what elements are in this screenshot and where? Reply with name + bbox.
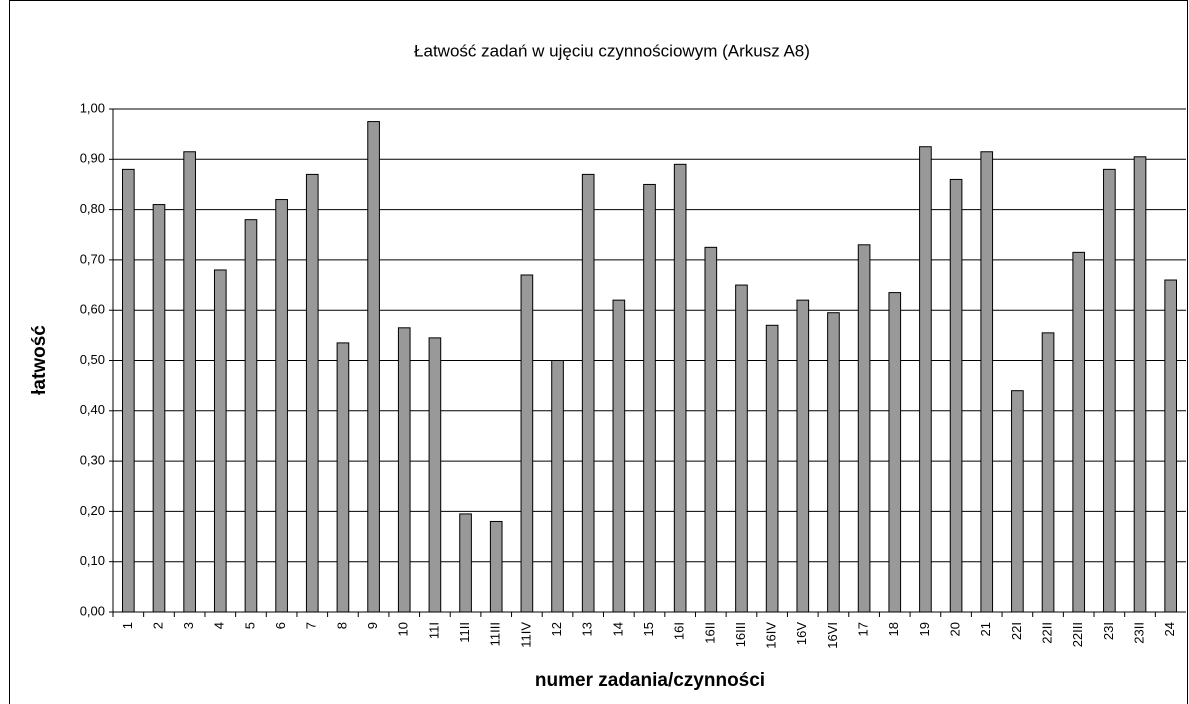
x-tick-label: 16V [794,622,809,645]
bar [152,204,166,613]
bar [1103,168,1116,613]
bar [980,151,994,613]
x-tick-label: 7 [304,622,319,629]
x-tick-label: 23II [1131,622,1146,644]
x-tick-label: 11I [426,622,441,639]
x-tick-label: 11IV [518,622,533,648]
bar [459,513,472,613]
bar [367,121,380,613]
bar [275,199,288,613]
bar [1011,390,1024,613]
x-tick-label: 11III [488,622,503,646]
bar [1164,279,1177,613]
bar [1133,156,1147,613]
bar [612,299,626,613]
y-tick-label: 0,40 [80,402,105,417]
x-tick-label: 22II [1039,622,1054,644]
bar [1072,251,1086,613]
y-tick-label: 0,90 [80,151,105,166]
bar [704,246,718,613]
bar [489,520,503,613]
x-tick-label: 24 [1162,622,1177,636]
bar [244,219,258,613]
x-tick-label: 22I [1009,622,1024,640]
x-tick-label: 11II [457,622,472,643]
bar [1041,332,1055,613]
y-tick-label: 0,60 [80,302,105,317]
bar [183,151,196,613]
bar [919,146,932,613]
bar [827,312,840,613]
x-tick-label: 15 [641,622,656,636]
x-tick-label: 23I [1101,622,1116,640]
bar [949,178,963,613]
y-tick-label: 0,80 [80,201,105,216]
x-tick-label: 16III [733,622,748,647]
x-tick-label: 19 [917,622,932,636]
x-tick-label: 21 [978,622,993,636]
x-tick-label: 16IV [764,622,779,649]
x-tick-label: 8 [334,622,349,629]
bar [735,284,748,613]
y-tick-label: 0,70 [80,251,105,266]
bar [888,292,902,613]
x-tick-label: 12 [549,622,564,636]
x-tick-label: 13 [580,622,595,636]
chart-title: Łatwość zadań w ujęciu czynnościowym (Ar… [414,41,810,60]
bar [336,342,350,613]
x-tick-label: 14 [610,622,625,636]
bar [581,173,595,613]
x-tick-label: 10 [396,622,411,636]
bar [673,163,687,613]
x-tick-label: 16I [672,622,687,640]
x-tick-label: 17 [856,622,871,636]
x-tick-label: 22III [1070,622,1085,647]
y-tick-label: 0,50 [80,352,105,367]
bar [551,360,564,613]
y-tick-label: 0,20 [80,503,105,518]
bar [643,183,656,613]
bar [520,274,534,613]
y-tick-label: 0,00 [80,603,105,618]
x-tick-label: 9 [365,622,380,629]
x-tick-label: 20 [948,622,963,636]
x-tick-label: 2 [150,622,165,629]
y-tick-label: 1,00 [80,100,105,115]
y-tick-label: 0,30 [80,453,105,468]
bar [857,244,871,613]
bar [428,337,442,613]
x-tick-label: 4 [212,622,227,629]
y-axis-label: łatwość [29,325,50,395]
x-tick-label: 6 [273,622,288,629]
bar [397,327,411,613]
x-axis-label: numer zadania/czynności [535,670,765,691]
bar [765,324,779,613]
bar [305,173,319,613]
bar [122,168,135,613]
x-tick-label: 16VI [825,622,840,649]
y-tick-label: 0,10 [80,553,105,568]
x-tick-label: 3 [181,622,196,629]
bar [213,269,227,613]
x-tick-label: 5 [242,622,257,629]
x-tick-label: 1 [120,622,135,629]
bar [796,299,810,613]
x-tick-label: 18 [886,622,901,636]
x-tick-label: 16II [702,622,717,644]
